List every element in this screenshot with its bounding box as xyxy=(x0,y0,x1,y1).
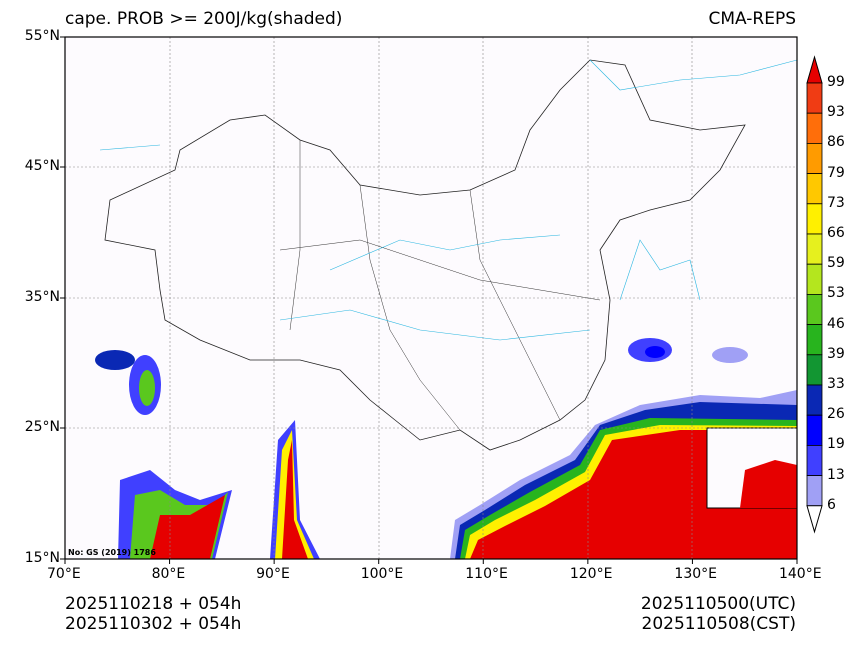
inset-shading xyxy=(740,460,797,508)
map-title: cape. PROB >= 200J/kg(shaded) xyxy=(65,9,343,29)
colorbar-segment xyxy=(806,384,823,416)
lat-tick-label: 55°N xyxy=(24,28,60,44)
colorbar xyxy=(806,55,823,534)
china-boundary xyxy=(104,59,746,451)
init-time-cst: 2025110302 + 054h xyxy=(65,614,242,634)
colorbar-label: 46 xyxy=(827,315,845,332)
colorbar-label: 93 xyxy=(827,104,845,121)
lon-tick-label: 90°E xyxy=(256,566,290,582)
colorbar-label: 73 xyxy=(827,194,845,211)
shade-blob-japan xyxy=(712,347,748,363)
colorbar-segment xyxy=(806,354,823,386)
colorbar-label: 86 xyxy=(827,134,845,151)
colorbar-label: 99 xyxy=(827,74,845,90)
lat-tick-label: 25°N xyxy=(24,419,60,435)
colorbar-segment xyxy=(806,263,823,295)
shade-blob-pakistan-core xyxy=(139,370,155,406)
colorbar-label: 39 xyxy=(827,345,845,362)
lat-tick-label: 15°N xyxy=(24,550,60,566)
shade-india-core xyxy=(150,495,225,559)
shade-blob-west xyxy=(95,350,135,370)
lon-tick-label: 110°E xyxy=(465,566,508,582)
colorbar-segment xyxy=(806,233,823,265)
colorbar-label: 33 xyxy=(827,376,845,392)
lon-tick-label: 120°E xyxy=(569,566,613,582)
colorbar-label: 26 xyxy=(827,406,845,423)
colorbar-segment xyxy=(806,444,823,476)
colorbar-label: 59 xyxy=(827,255,845,272)
colorbar-segment xyxy=(806,173,823,205)
map-approval-number: No: GS (2019) 1786 xyxy=(68,548,156,557)
axis-ticks xyxy=(60,36,798,564)
colorbar-label: 6 xyxy=(827,496,836,513)
colorbar-label: 66 xyxy=(827,225,845,241)
shade-bay-of-bengal-core xyxy=(282,440,308,559)
valid-time-utc: 2025110500(UTC) xyxy=(640,594,796,614)
colorbar-segment xyxy=(806,82,823,114)
lon-tick-label: 140°E xyxy=(778,566,822,582)
valid-time-cst: 2025110508(CST) xyxy=(641,614,796,634)
colorbar-label: 13 xyxy=(827,466,845,483)
init-time-utc: 2025110218 + 054h xyxy=(65,594,242,614)
colorbar-segment xyxy=(806,414,823,446)
colorbar-segment xyxy=(806,142,823,174)
gridlines xyxy=(65,37,797,559)
colorbar-label: 19 xyxy=(827,436,845,453)
colorbar-segment xyxy=(806,324,823,356)
valid-time-info: 2025110500(UTC) 2025110508(CST) xyxy=(641,594,796,634)
colorbar-label: 79 xyxy=(827,164,845,181)
colorbar-extend-max xyxy=(806,55,823,84)
lon-tick-label: 70°E xyxy=(47,566,81,582)
colorbar-extend-min xyxy=(806,505,823,534)
lat-tick-label: 45°N xyxy=(24,158,60,174)
rivers-coastlines xyxy=(99,59,798,341)
lon-tick-label: 80°E xyxy=(151,566,186,582)
lat-tick-label: 35°N xyxy=(24,289,60,305)
province-boundaries xyxy=(279,140,601,431)
colorbar-segment xyxy=(806,112,823,144)
lon-tick-label: 130°E xyxy=(674,566,717,582)
shade-blob-east-china-sea-core xyxy=(645,346,665,358)
forecast-init-info: 2025110218 + 054h 2025110302 + 054h xyxy=(65,594,241,634)
colorbar-label: 53 xyxy=(827,285,845,302)
colorbar-segment xyxy=(806,203,823,235)
model-name: CMA-REPS xyxy=(708,9,796,29)
colorbar-segment xyxy=(806,475,823,507)
colorbar-segment xyxy=(806,293,823,325)
lon-tick-label: 100°E xyxy=(360,566,404,582)
